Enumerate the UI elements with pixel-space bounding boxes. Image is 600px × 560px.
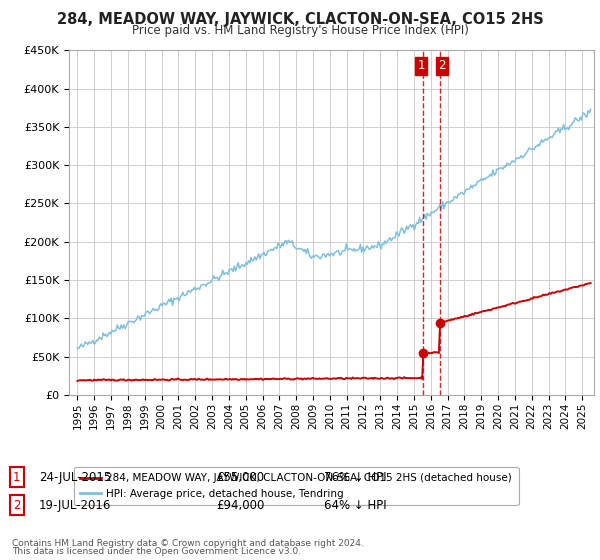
Text: 1: 1 <box>417 59 425 72</box>
Text: 2: 2 <box>439 59 446 72</box>
Text: £94,000: £94,000 <box>216 498 265 512</box>
Text: 76% ↓ HPI: 76% ↓ HPI <box>324 470 386 484</box>
Text: This data is licensed under the Open Government Licence v3.0.: This data is licensed under the Open Gov… <box>12 547 301 556</box>
Text: Price paid vs. HM Land Registry's House Price Index (HPI): Price paid vs. HM Land Registry's House … <box>131 24 469 36</box>
Text: 1: 1 <box>13 470 20 484</box>
Text: Contains HM Land Registry data © Crown copyright and database right 2024.: Contains HM Land Registry data © Crown c… <box>12 539 364 548</box>
Text: £55,000: £55,000 <box>216 470 264 484</box>
Text: 284, MEADOW WAY, JAYWICK, CLACTON-ON-SEA, CO15 2HS: 284, MEADOW WAY, JAYWICK, CLACTON-ON-SEA… <box>56 12 544 27</box>
Legend: 284, MEADOW WAY, JAYWICK, CLACTON-ON-SEA, CO15 2HS (detached house), HPI: Averag: 284, MEADOW WAY, JAYWICK, CLACTON-ON-SEA… <box>74 467 518 505</box>
Text: 64% ↓ HPI: 64% ↓ HPI <box>324 498 386 512</box>
Text: 24-JUL-2015: 24-JUL-2015 <box>39 470 111 484</box>
Text: 2: 2 <box>13 498 20 512</box>
Text: 19-JUL-2016: 19-JUL-2016 <box>39 498 112 512</box>
